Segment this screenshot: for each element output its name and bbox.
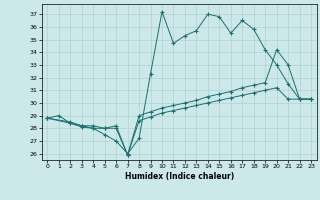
X-axis label: Humidex (Indice chaleur): Humidex (Indice chaleur): [124, 172, 234, 181]
